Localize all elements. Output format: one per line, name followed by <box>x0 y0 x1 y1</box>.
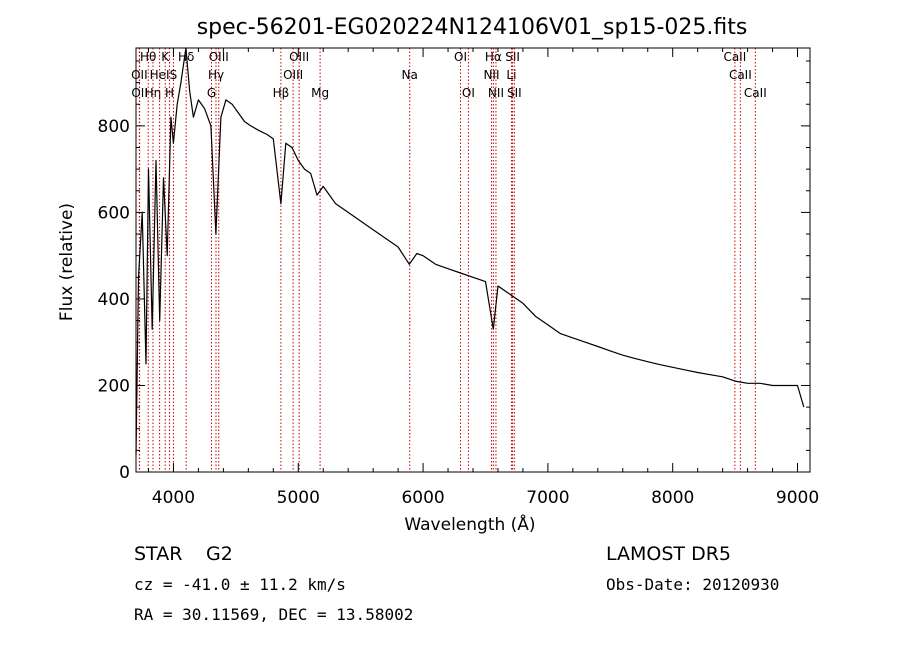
marker-label-15: Mg <box>311 86 329 100</box>
y-tick-label-0: 0 <box>119 463 130 483</box>
x-tick-label-5: 9000 <box>776 488 819 508</box>
marker-label-11: G <box>207 86 216 100</box>
marker-label-9: OIII <box>209 50 229 64</box>
x-axis-label: Wavelength (Å) <box>404 513 535 535</box>
marker-label-4: K <box>161 50 170 64</box>
marker-label-16: Na <box>402 68 418 82</box>
subclass: G2 <box>206 543 233 565</box>
y-axis: 0 200 400 600 800 <box>98 60 810 483</box>
object-type: STAR <box>134 543 182 565</box>
marker-label-26: CaII <box>729 68 752 82</box>
y-tick-label-1: 200 <box>98 376 130 396</box>
marker-label-2: OII <box>131 86 148 100</box>
marker-label-6: H <box>165 86 174 100</box>
marker-label-21: NII <box>488 86 504 100</box>
y-tick-label-3: 600 <box>98 203 130 223</box>
marker-label-5: HeI <box>150 68 170 82</box>
obs-date: Obs-Date: 20120930 <box>606 575 779 594</box>
marker-label-12: Hβ <box>273 86 290 100</box>
x-tick-label-1: 5000 <box>277 488 320 508</box>
marker-label-3: Hη <box>145 86 162 100</box>
y-tick-label-4: 800 <box>98 117 130 137</box>
marker-label-25: CaII <box>723 50 746 64</box>
coordinates: RA = 30.11569, DEC = 13.58002 <box>134 605 413 624</box>
x-axis: 4000 5000 6000 7000 8000 9000 <box>147 48 819 508</box>
marker-label-17: OI <box>454 50 467 64</box>
marker-label-19: Hα <box>485 50 502 64</box>
marker-label-18: OI <box>462 86 475 100</box>
spectrum-line <box>135 47 805 455</box>
marker-label-1: OII <box>131 68 148 82</box>
spectrum-layer <box>135 47 805 455</box>
marker-label-10: Hγ <box>208 68 224 82</box>
marker-label-13: OIII <box>289 50 309 64</box>
y-axis-label: Flux (relative) <box>57 203 77 321</box>
marker-label-14: OIII <box>283 68 303 82</box>
marker-label-22: SII <box>505 50 520 64</box>
survey-name: LAMOST DR5 <box>606 543 731 565</box>
x-tick-label-4: 8000 <box>651 488 694 508</box>
x-tick-label-0: 4000 <box>152 488 195 508</box>
marker-label-27: CaII <box>744 86 767 100</box>
chart-title: spec-56201-EG020224N124106V01_sp15-025.f… <box>197 15 748 40</box>
x-tick-label-2: 6000 <box>401 488 444 508</box>
redshift-cz: cz = -41.0 ± 11.2 km/s <box>134 575 346 594</box>
x-tick-label-3: 7000 <box>526 488 569 508</box>
marker-label-0: Hθ <box>140 50 156 64</box>
marker-label-24: SII <box>507 86 522 100</box>
marker-label-23: Li <box>506 68 516 82</box>
marker-label-7: S <box>170 68 178 82</box>
y-tick-label-2: 400 <box>98 290 130 310</box>
marker-label-20: NII <box>483 68 499 82</box>
